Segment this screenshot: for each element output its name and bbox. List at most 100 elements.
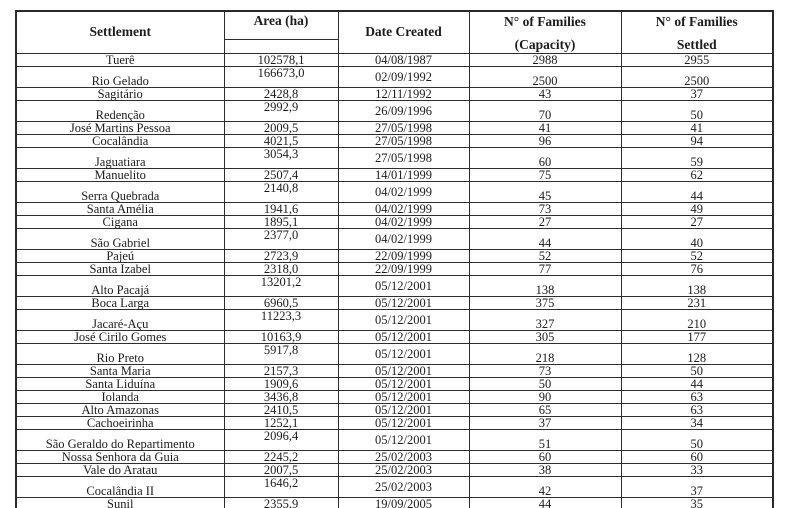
area-cell: 2140,8 <box>223 180 339 203</box>
area-cell: 166673,0 <box>223 65 339 88</box>
header-row: Settlement Area (ha) Date Created N° of … <box>15 10 774 54</box>
date-created-cell: 05/12/2001 <box>337 274 470 297</box>
date-created-cell: 02/09/1992 <box>337 65 470 88</box>
area-cell: 1895,1 <box>223 214 339 229</box>
families-capacity-cell: 375 <box>468 295 622 310</box>
families-settled-cell: 40 <box>620 227 774 250</box>
area-cell: 5917,8 <box>223 342 339 365</box>
table-row: Santa Maria 2157,3 05/12/2001 73 50 <box>15 363 774 378</box>
date-created-cell: 12/11/1992 <box>337 86 470 101</box>
date-created-cell: 05/12/2001 <box>337 363 470 378</box>
table-row: Santa Liduína 1909,6 05/12/2001 50 44 <box>15 376 774 391</box>
date-created-cell: 14/01/1999 <box>337 167 470 182</box>
date-created-cell: 05/12/2001 <box>337 329 470 344</box>
families-settled-cell: 60 <box>620 449 774 464</box>
settlement-cell: Santa Izabel <box>15 261 225 276</box>
families-settled-cell: 231 <box>620 295 774 310</box>
area-cell: 3054,3 <box>223 146 339 169</box>
settlement-cell: Iolanda <box>15 389 225 404</box>
date-created-cell: 25/02/2003 <box>337 449 470 464</box>
area-cell: 4021,5 <box>223 133 339 148</box>
date-created-cell: 27/05/1998 <box>337 120 470 135</box>
table-row: São Geraldo do Repartimento 2096,4 05/12… <box>15 428 774 451</box>
families-settled-cell: 34 <box>620 415 774 430</box>
families-settled-cell: 44 <box>620 180 774 203</box>
date-created-cell: 04/08/1987 <box>337 52 470 67</box>
families-capacity-cell: 44 <box>468 227 622 250</box>
date-created-cell: 22/09/1999 <box>337 261 470 276</box>
area-cell: 102578,1 <box>223 52 339 67</box>
date-created-cell: 05/12/2001 <box>337 389 470 404</box>
families-capacity-cell: 73 <box>468 363 622 378</box>
settlement-cell: Cocalândia <box>15 133 225 148</box>
families-settled-cell: 76 <box>620 261 774 276</box>
families-settled-cell: 138 <box>620 274 774 297</box>
table-row: Santa Amélia 1941,6 04/02/1999 73 49 <box>15 201 774 216</box>
table-row: Boca Larga 6960,5 05/12/2001 375 231 <box>15 295 774 310</box>
settlement-cell: José Martins Pessoa <box>15 120 225 135</box>
families-settled-cell: 177 <box>620 329 774 344</box>
families-settled-cell: 35 <box>620 496 774 508</box>
date-created-cell: 26/09/1996 <box>337 99 470 122</box>
area-cell: 2377,0 <box>223 227 339 250</box>
date-created-cell: 04/02/1999 <box>337 227 470 250</box>
table-row: José Martins Pessoa 2009,5 27/05/1998 41… <box>15 120 774 135</box>
area-cell: 13201,2 <box>223 274 339 297</box>
settlement-cell: Jaguatiara <box>15 146 225 169</box>
settlement-cell: Redenção <box>15 99 225 122</box>
col-header-area: Area (ha) <box>223 10 339 54</box>
table-row: Jacaré-Açu 11223,3 05/12/2001 327 210 <box>15 308 774 331</box>
families-capacity-cell: 51 <box>468 428 622 451</box>
table-row: Alto Amazonas 2410,5 05/12/2001 65 63 <box>15 402 774 417</box>
table-row: José Cirilo Gomes 10163,9 05/12/2001 305… <box>15 329 774 344</box>
families-settled-cell: 2500 <box>620 65 774 88</box>
families-capacity-cell: 90 <box>468 389 622 404</box>
area-cell: 2723,9 <box>223 248 339 263</box>
families-capacity-cell: 45 <box>468 180 622 203</box>
table-row: Nossa Senhora da Guia 2245,2 25/02/2003 … <box>15 449 774 464</box>
families-capacity-cell: 73 <box>468 201 622 216</box>
families-settled-cell: 63 <box>620 389 774 404</box>
date-created-cell: 25/02/2003 <box>337 462 470 477</box>
settlement-cell: Santa Amélia <box>15 201 225 216</box>
table-row: Pajeú 2723,9 22/09/1999 52 52 <box>15 248 774 263</box>
settlement-cell: Nossa Senhora da Guia <box>15 449 225 464</box>
families-settled-cell: 52 <box>620 248 774 263</box>
area-cell: 1646,2 <box>223 475 339 498</box>
families-capacity-cell: 50 <box>468 376 622 391</box>
table-row: Cigana 1895,1 04/02/1999 27 27 <box>15 214 774 229</box>
settlement-cell: Jacaré-Açu <box>15 308 225 331</box>
col-header-settlement: Settlement <box>15 10 225 54</box>
families-capacity-cell: 2988 <box>468 52 622 67</box>
area-cell: 2007,5 <box>223 462 339 477</box>
settlement-cell: Manuelito <box>15 167 225 182</box>
area-cell: 2245,2 <box>223 449 339 464</box>
settlement-cell: Serra Quebrada <box>15 180 225 203</box>
area-cell: 3436,8 <box>223 389 339 404</box>
families-capacity-cell: 2500 <box>468 65 622 88</box>
area-cell: 2318,0 <box>223 261 339 276</box>
settlement-cell: Cigana <box>15 214 225 229</box>
table-row: São Gabriel 2377,0 04/02/1999 44 40 <box>15 227 774 250</box>
table-row: Rio Gelado 166673,0 02/09/1992 2500 2500 <box>15 65 774 88</box>
col-header-families-settled-line2: Settled <box>676 37 717 53</box>
families-settled-cell: 50 <box>620 363 774 378</box>
settlement-cell: Cachoeirinha <box>15 415 225 430</box>
settlements-table: Settlement Area (ha) Date Created N° of … <box>15 10 774 508</box>
families-settled-cell: 210 <box>620 308 774 331</box>
families-settled-cell: 44 <box>620 376 774 391</box>
families-settled-cell: 50 <box>620 428 774 451</box>
col-header-families-capacity-line1: N° of Families <box>504 14 586 30</box>
date-created-cell: 05/12/2001 <box>337 295 470 310</box>
families-capacity-cell: 52 <box>468 248 622 263</box>
families-settled-cell: 50 <box>620 99 774 122</box>
date-created-cell: 22/09/1999 <box>337 248 470 263</box>
table-body: Tuerê 102578,1 04/08/1987 2988 2955 Rio … <box>15 52 774 508</box>
area-cell: 11223,3 <box>223 308 339 331</box>
families-settled-cell: 2955 <box>620 52 774 67</box>
area-cell: 2157,3 <box>223 363 339 378</box>
table-row: Vale do Aratau 2007,5 25/02/2003 38 33 <box>15 462 774 477</box>
families-capacity-cell: 77 <box>468 261 622 276</box>
settlement-cell: Pajeú <box>15 248 225 263</box>
